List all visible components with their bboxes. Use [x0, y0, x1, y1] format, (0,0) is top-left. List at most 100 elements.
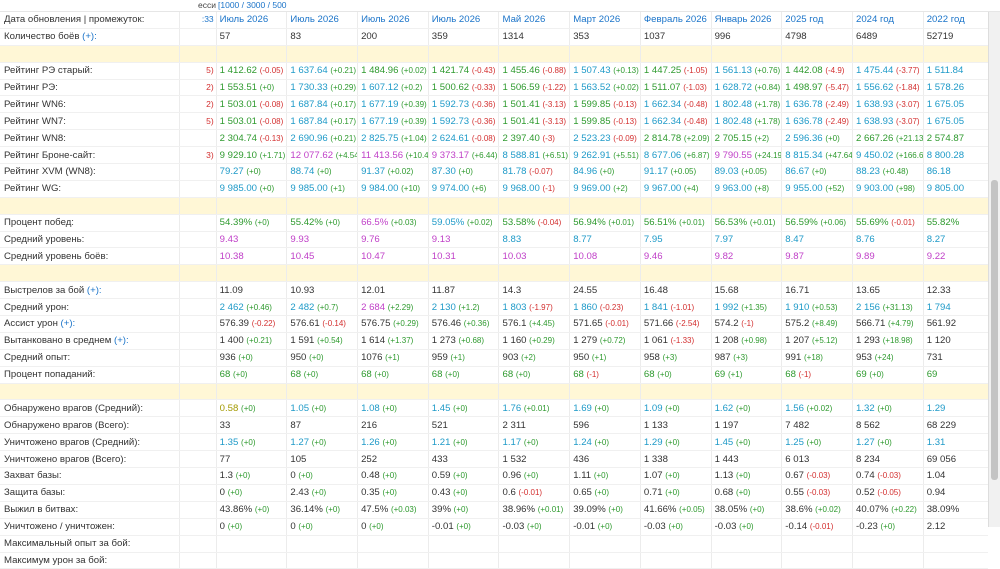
- value-cell: 54.39% (+0): [215, 214, 287, 232]
- vertical-scrollbar[interactable]: [988, 12, 1000, 527]
- period-header[interactable]: 2024 год: [852, 12, 924, 29]
- value-cell: [427, 552, 499, 569]
- period-link[interactable]: Июль 2026: [431, 14, 481, 26]
- value-cell: [179, 163, 217, 181]
- delta-text: (+0): [594, 488, 609, 498]
- value-text: 8.27: [926, 234, 946, 246]
- value-text: 2): [206, 82, 214, 92]
- period-link[interactable]: 2022 год: [926, 14, 965, 26]
- period-header[interactable]: 2022 год: [922, 12, 988, 29]
- value-text: 1.45: [714, 436, 734, 448]
- period-header[interactable]: 2025 год: [781, 12, 853, 29]
- delta-text: (+1.37): [387, 336, 414, 346]
- value-text: 1 563.52: [573, 82, 611, 93]
- period-link[interactable]: Январь 2026: [714, 14, 772, 26]
- value-cell: [781, 552, 853, 569]
- period-header[interactable]: Июль 2026: [215, 12, 287, 29]
- value-cell: 1.07 (+0): [639, 467, 712, 485]
- value-text: 39.09%: [573, 504, 606, 516]
- delta-text: (+2): [613, 184, 628, 194]
- row-label-text: Рейтинг Броне-сайт:: [4, 149, 96, 161]
- plus-toggle[interactable]: (+):: [60, 318, 76, 330]
- period-header[interactable]: Февраль 2026: [639, 12, 712, 29]
- period-link[interactable]: 2025 год: [785, 14, 824, 26]
- value-cell: 1.08 (+0): [357, 399, 429, 418]
- delta-text: (+1): [385, 353, 400, 363]
- value-text: 2 304.74: [219, 132, 258, 144]
- value-cell: 0.94: [922, 484, 988, 502]
- period-header[interactable]: Июль 2026: [427, 12, 499, 29]
- value-cell: 1.24 (+0): [569, 433, 641, 452]
- value-cell: 575.2 (+8.49): [781, 315, 853, 333]
- delta-text: (-0.03): [877, 471, 901, 481]
- value-text: 9.82: [714, 250, 734, 262]
- row-label-text: Обнаружено врагов (Всего):: [4, 419, 130, 431]
- separator-cell: [710, 45, 782, 63]
- value-text: 0: [290, 470, 296, 482]
- period-link[interactable]: 2024 год: [856, 14, 895, 26]
- value-cell: 1 628.72 (+0.84): [710, 79, 782, 97]
- value-text: 1 447.25: [643, 65, 682, 77]
- delta-text: (+0.02): [467, 218, 493, 228]
- delta-text: (-1): [741, 319, 754, 329]
- period-header[interactable]: Январь 2026: [710, 12, 782, 29]
- value-cell: [179, 231, 217, 249]
- row-label-text: Средний уровень боёв:: [4, 250, 109, 262]
- delta-text: (-0.13): [613, 99, 637, 109]
- period-header[interactable]: Май 2026: [498, 12, 570, 29]
- delta-text: (+1): [727, 370, 743, 380]
- row-label: Средний уровень боёв:: [0, 247, 180, 266]
- delta-text: (+4): [683, 184, 699, 194]
- period-link[interactable]: :33: [201, 14, 214, 25]
- period-header[interactable]: :33: [179, 12, 217, 29]
- delta-text: (+0): [325, 505, 341, 515]
- value-text: 1 802.48: [714, 98, 752, 110]
- value-text: 1 498.97: [785, 82, 823, 93]
- separator-cell: [852, 264, 924, 283]
- value-cell: 1.3 (+0): [215, 467, 287, 485]
- plus-toggle[interactable]: (+):: [114, 335, 129, 347]
- range-link[interactable]: [1000 / 3000 / 500: [218, 0, 287, 10]
- value-cell: 1.25 (+0): [781, 433, 853, 452]
- plus-toggle[interactable]: (+):: [86, 284, 102, 296]
- value-cell: 69 056: [922, 450, 988, 469]
- row-label: Рейтинг РЭ старый:: [0, 62, 180, 80]
- value-cell: [357, 535, 429, 553]
- value-cell: 68 (-1): [781, 366, 853, 384]
- value-cell: 1.45 (+0): [427, 399, 499, 418]
- separator-cell: [286, 383, 358, 401]
- period-header[interactable]: Июль 2026: [357, 12, 429, 29]
- value-text: 1 443: [714, 453, 739, 465]
- value-text: 1 561.13: [714, 65, 752, 77]
- period-header[interactable]: Март 2026: [569, 12, 641, 29]
- value-cell: 1 687.84 (+0.17): [286, 95, 358, 114]
- value-cell: 9 955.00 (+52): [781, 180, 853, 198]
- value-cell: 1 677.19 (+0.39): [357, 95, 429, 114]
- value-text: 0: [219, 487, 226, 499]
- separator-cell: [852, 383, 924, 401]
- value-cell: 1 279 (+0.72): [569, 332, 641, 350]
- period-link[interactable]: Июль 2026: [219, 14, 269, 26]
- value-text: 7 482: [785, 419, 810, 431]
- value-cell: 1 599.85 (-0.13): [569, 112, 641, 131]
- delta-text: (-0.22): [251, 319, 276, 329]
- value-text: 9 963.00: [714, 183, 752, 195]
- period-link[interactable]: Июль 2026: [290, 14, 339, 26]
- delta-text: (+10.41): [405, 150, 429, 160]
- delta-text: (+0): [227, 488, 243, 498]
- period-link[interactable]: Июль 2026: [361, 14, 410, 26]
- period-link[interactable]: Май 2026: [502, 14, 546, 26]
- value-text: 1.05: [290, 402, 310, 414]
- plus-toggle[interactable]: (+):: [82, 31, 97, 43]
- value-cell: 9 450.02 (+166.67): [852, 146, 924, 165]
- value-cell: 10.93: [286, 281, 358, 300]
- value-cell: 7 482: [781, 416, 853, 435]
- separator-cell: [569, 197, 641, 215]
- row-label-text: Защита базы:: [4, 487, 66, 499]
- period-link[interactable]: Март 2026: [573, 14, 621, 26]
- period-link[interactable]: Февраль 2026: [643, 14, 707, 26]
- delta-text: (-3.07): [896, 99, 920, 109]
- scrollbar-thumb[interactable]: [991, 180, 998, 480]
- value-text: 68 229: [926, 419, 957, 431]
- period-header[interactable]: Июль 2026: [286, 12, 358, 29]
